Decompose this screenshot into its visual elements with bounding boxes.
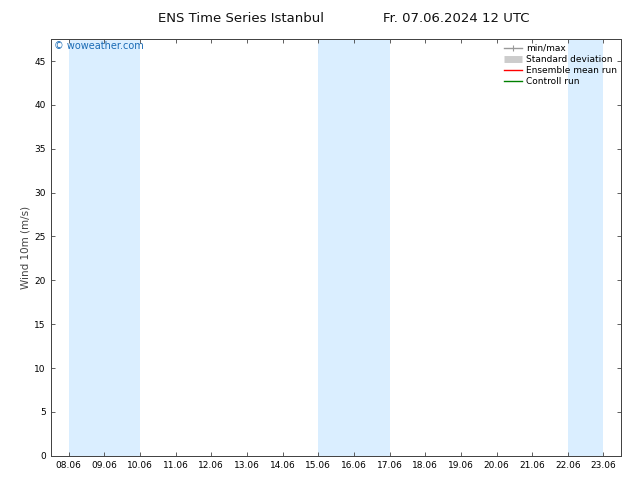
Bar xyxy=(104,39,140,456)
Bar xyxy=(68,39,104,456)
Bar xyxy=(318,39,354,456)
Text: © woweather.com: © woweather.com xyxy=(53,41,143,51)
Text: Fr. 07.06.2024 12 UTC: Fr. 07.06.2024 12 UTC xyxy=(383,12,530,25)
Bar xyxy=(568,39,604,456)
Y-axis label: Wind 10m (m/s): Wind 10m (m/s) xyxy=(20,206,30,289)
Text: ENS Time Series Istanbul: ENS Time Series Istanbul xyxy=(158,12,324,25)
Legend: min/max, Standard deviation, Ensemble mean run, Controll run: min/max, Standard deviation, Ensemble me… xyxy=(501,41,619,89)
Bar xyxy=(354,39,389,456)
